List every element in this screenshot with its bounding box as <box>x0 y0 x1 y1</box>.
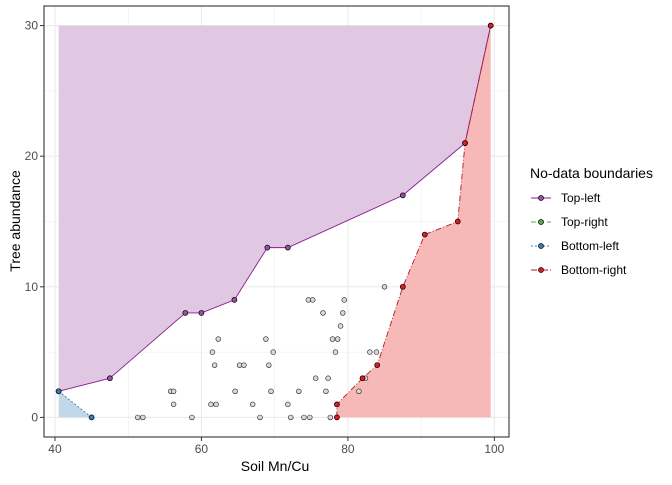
observation-point <box>381 284 388 290</box>
observation-point <box>213 401 219 408</box>
boundary-point-bottom-right <box>359 375 366 382</box>
boundary-point-top-left <box>182 310 189 316</box>
boundary-point-bottom-right <box>487 22 494 29</box>
observation-point <box>307 414 313 421</box>
x-tick-label: 100 <box>484 442 504 456</box>
observation-point <box>208 401 214 408</box>
observation-point <box>320 310 326 316</box>
y-tick-label: 0 <box>31 410 38 424</box>
observation-point <box>170 388 177 394</box>
observation-point <box>327 414 334 421</box>
observation-point <box>140 414 146 421</box>
observation-point <box>340 310 346 316</box>
y-tick-label: 20 <box>25 149 39 163</box>
legend-label: Top-right <box>561 215 608 229</box>
boundary-point-bottom-left <box>55 388 62 395</box>
boundary-point-bottom-right <box>462 140 468 146</box>
boundary-point-bottom-right <box>399 283 406 290</box>
observation-point <box>332 349 339 355</box>
boundary-point-bottom-right <box>374 362 381 369</box>
observation-point <box>305 297 312 303</box>
boundary-point-bottom-right <box>334 401 340 408</box>
boundary-point-top-left <box>107 375 113 382</box>
observation-point <box>236 362 243 368</box>
observation-point <box>356 388 362 394</box>
observation-point <box>334 336 341 342</box>
observation-point <box>241 362 247 368</box>
boundary-line-top-left <box>58 25 492 392</box>
observation-point <box>209 349 216 355</box>
observation-point <box>170 401 177 408</box>
observation-point <box>232 388 238 394</box>
observation-point <box>325 375 331 381</box>
boundary-point-top-left <box>198 310 205 316</box>
observation-point <box>341 297 347 303</box>
legend-title: No-data boundaries <box>530 165 653 181</box>
legend-key-point <box>538 219 544 225</box>
observation-point <box>263 336 269 342</box>
boundary-point-bottom-right <box>334 414 340 421</box>
observation-point <box>285 401 291 408</box>
observation-point <box>301 414 307 421</box>
x-tick-label: 80 <box>341 442 355 456</box>
legend: No-data boundaries Top-left Top-right Bott… <box>530 165 653 277</box>
boundary-point-top-left <box>264 244 271 251</box>
observation-point <box>257 414 263 421</box>
x-axis-title: Soil Mn/Cu <box>241 458 309 474</box>
boundary-points <box>55 22 494 421</box>
observation-point <box>211 362 218 368</box>
boundary-point-top-left <box>231 297 238 303</box>
x-tick-label: 40 <box>48 442 62 456</box>
x-tick-label: 60 <box>195 442 209 456</box>
observation-point <box>215 336 221 342</box>
legend-label: Top-left <box>561 191 601 205</box>
observation-point <box>323 388 329 394</box>
legend-key-point <box>538 243 544 249</box>
observation-point <box>135 414 141 421</box>
observation-point <box>296 388 302 394</box>
boundary-point-top-left <box>399 192 406 199</box>
panel-border <box>43 5 510 438</box>
observation-point <box>270 349 276 355</box>
legend-key-point <box>538 267 544 273</box>
boundary-point-bottom-right <box>421 231 428 238</box>
observation-point <box>373 349 380 355</box>
observation-point <box>312 375 319 381</box>
legend-label: Bottom-right <box>561 263 627 277</box>
y-axis-title: Tree abundance <box>7 170 23 272</box>
observation-point <box>337 323 344 329</box>
boundary-line-bottom-left <box>58 390 92 418</box>
observation-point <box>288 414 294 421</box>
area-bottom-right <box>336 25 491 418</box>
boundary-point-bottom-right <box>454 218 461 225</box>
observation-point <box>367 349 373 355</box>
observation-point <box>329 336 336 342</box>
y-tick-label: 10 <box>25 280 39 294</box>
axes: Soil Mn/Cu Tree abundance 40 60 80 100 0 10 20… <box>7 19 505 474</box>
observation-point <box>310 297 316 303</box>
area-top-left <box>58 25 491 392</box>
y-tick-label: 30 <box>25 19 39 33</box>
legend-key-point <box>538 195 544 201</box>
observation-point <box>266 362 272 368</box>
legend-label: Bottom-left <box>561 239 620 253</box>
observation-point <box>250 401 256 408</box>
observation-point <box>189 414 195 421</box>
panel-border-rect <box>43 5 510 438</box>
observation-point <box>268 388 274 394</box>
boundary-point-bottom-left <box>88 414 95 421</box>
boundary-point-top-left <box>285 244 291 251</box>
